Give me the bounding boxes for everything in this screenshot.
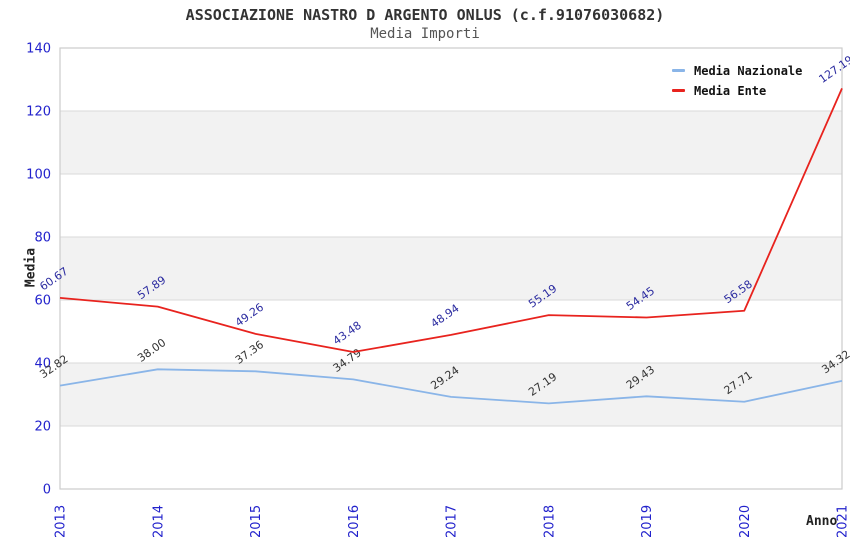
data-label: 49.26 [233, 301, 266, 330]
data-label: 127.19 [816, 53, 850, 86]
y-tick-label: 20 [34, 420, 51, 435]
plot-border [59, 47, 843, 490]
legend-line-swatch-ente [672, 89, 685, 92]
legend: Media Nazionale Media Ente [672, 63, 802, 98]
legend-line-swatch-nazionale [672, 69, 685, 72]
x-tick-label: 2019 [640, 505, 655, 538]
y-tick-label: 0 [43, 483, 51, 498]
data-label: 43.48 [331, 319, 364, 348]
legend-label-media-nazionale: Media Nazionale [694, 63, 803, 78]
x-tick-label: 2015 [249, 505, 264, 538]
plot-band [60, 111, 842, 174]
y-tick-label: 100 [26, 168, 51, 183]
series-line-media-nazionale [59, 368, 843, 405]
plot-band [60, 363, 842, 426]
series-line-media-ente [59, 87, 843, 353]
y-tick-label: 40 [34, 357, 51, 372]
x-tick-label: 2013 [54, 505, 69, 538]
x-tick-label: 2018 [542, 505, 557, 538]
data-label: 38.00 [135, 336, 168, 365]
x-tick-label: 2016 [347, 505, 362, 538]
page-title: ASSOCIAZIONE NASTRO D ARGENTO ONLUS (c.f… [185, 6, 665, 24]
y-tick-label: 120 [26, 105, 51, 120]
x-tick-label: 2021 [836, 505, 850, 538]
x-axis-title: Anno [806, 514, 838, 529]
x-tick-label: 2020 [738, 505, 753, 538]
legend-label-media-ente: Media Ente [694, 83, 767, 98]
legend-item-media-ente[interactable]: Media Ente [672, 83, 802, 98]
data-label: 48.94 [428, 302, 461, 331]
legend-item-media-nazionale[interactable]: Media Nazionale [672, 63, 802, 78]
data-label: 37.36 [233, 338, 266, 367]
x-tick-label: 2014 [151, 505, 166, 538]
x-tick-label: 2017 [445, 505, 460, 538]
y-tick-label: 140 [26, 42, 51, 57]
y-tick-label: 80 [34, 231, 51, 246]
plot-band [60, 237, 842, 300]
chart-subtitle: Media Importi [370, 26, 480, 42]
y-axis-title: Media [23, 247, 39, 288]
y-tick-label: 60 [34, 294, 51, 309]
